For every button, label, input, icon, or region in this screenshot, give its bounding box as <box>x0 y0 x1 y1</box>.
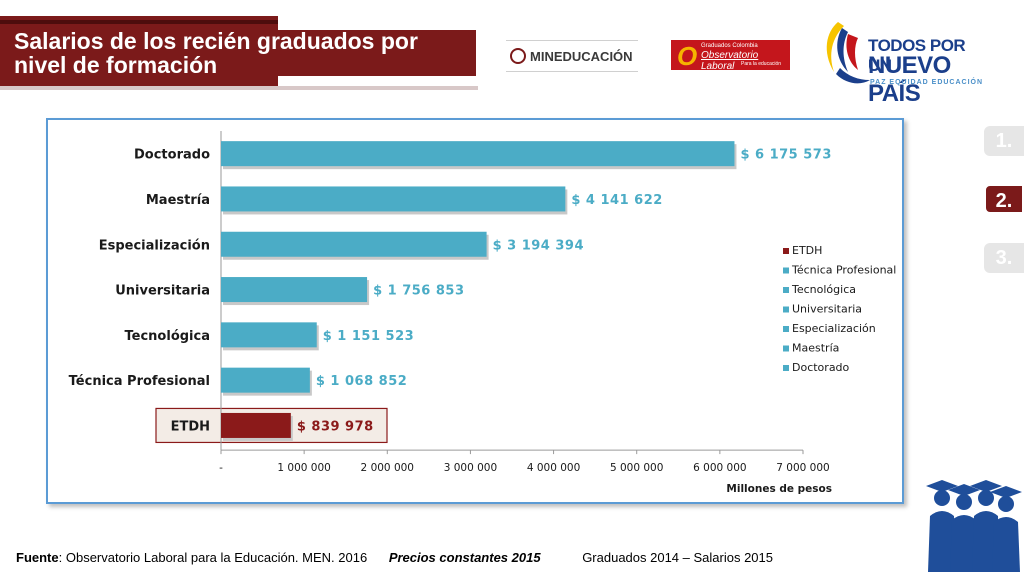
value-label: $ 1 756 853 <box>373 284 464 299</box>
value-label: $ 4 141 622 <box>571 193 662 208</box>
footer-period: Graduados 2014 – Salarios 2015 <box>582 550 773 565</box>
observatorio-o-icon: O <box>677 41 698 71</box>
legend-entry: Tecnológica <box>791 283 856 296</box>
legend-entry: Doctorado <box>792 361 850 374</box>
title-banner <box>0 16 278 88</box>
x-tick-label: - <box>219 462 223 474</box>
category-label: Técnica Profesional <box>69 374 210 389</box>
step-3-button[interactable]: 3. <box>984 243 1024 273</box>
legend-swatch <box>783 287 789 293</box>
x-tick-label: 2 000 000 <box>361 462 414 474</box>
x-tick-label: 4 000 000 <box>527 462 580 474</box>
legend-swatch <box>783 326 789 332</box>
legend-swatch <box>783 267 789 274</box>
title-banner-shadow <box>0 86 478 90</box>
observatorio-sub-text: Para la educación <box>741 61 782 67</box>
legend-swatch <box>783 345 789 352</box>
graduate-icon <box>948 484 980 572</box>
seal-icon <box>510 48 526 64</box>
category-label: Especialización <box>99 238 210 253</box>
page-title-line2: nivel de formación <box>14 52 218 78</box>
legend-entry: Universitaria <box>792 303 862 316</box>
legend-swatch <box>783 365 789 371</box>
value-label: $ 1 151 523 <box>323 329 414 344</box>
tpn-line1: TODOS POR UN <box>868 36 966 75</box>
x-tick-label: 5 000 000 <box>610 462 663 474</box>
title-banner-extension <box>278 30 476 76</box>
tpn-line2: NUEVO PAÍS <box>868 52 951 107</box>
graduate-icon <box>926 480 958 572</box>
bar-especialización <box>221 231 487 257</box>
value-label: $ 6 175 573 <box>740 148 831 163</box>
mineducacion-logo: MINEDUCACIÓN <box>506 40 638 72</box>
category-label: Tecnológica <box>125 329 210 344</box>
value-label: $ 839 978 <box>297 419 374 434</box>
x-tick-label: 6 000 000 <box>693 462 746 474</box>
x-tick-label: 7 000 000 <box>776 462 829 474</box>
graduates-illustration <box>926 480 1022 572</box>
x-axis-label: Millones de pesos <box>726 483 832 495</box>
legend-entry: Maestría <box>792 342 839 355</box>
bar-maestría <box>221 186 566 212</box>
observatorio-small-text: Graduados Colombia <box>701 43 758 49</box>
legend-entry: Técnica Profesional <box>791 264 896 277</box>
footer-source-label: Fuente <box>16 550 59 565</box>
mineducacion-logo-text: MINEDUCACIÓN <box>530 48 633 64</box>
colombia-swoosh-icon <box>826 22 870 84</box>
value-label: $ 3 194 394 <box>493 238 584 253</box>
tpn-line3: PAZ EQUIDAD EDUCACIÓN <box>870 79 984 86</box>
observatorio-main-text: Observatorio Laboral <box>701 50 759 72</box>
x-tick-label: 3 000 000 <box>444 462 497 474</box>
bar-técnica-profesional <box>221 367 310 393</box>
observatorio-logo: O Graduados Colombia Observatorio Labora… <box>671 40 790 72</box>
bar-universitaria <box>221 277 368 303</box>
bar-tecnológica <box>221 322 317 348</box>
footer: Fuente: Observatorio Laboral para la Edu… <box>16 550 773 565</box>
legend-entry: Especialización <box>792 322 876 335</box>
page-title-line1: Salarios de los recién graduados por <box>14 28 418 54</box>
category-label: Doctorado <box>134 148 210 163</box>
footer-prices: Precios constantes 2015 <box>388 550 541 565</box>
step-1-button[interactable]: 1. <box>984 126 1024 156</box>
category-label: Universitaria <box>115 284 210 299</box>
value-label: $ 1 068 852 <box>316 374 407 389</box>
legend-swatch <box>783 306 789 313</box>
step-2-button[interactable]: 2. <box>984 184 1024 214</box>
bar-doctorado <box>221 141 735 167</box>
footer-source-text: : Observatorio Laboral para la Educación… <box>58 550 368 565</box>
page-title: Salarios de los recién graduados por niv… <box>14 29 474 77</box>
x-tick-label: 1 000 000 <box>277 462 330 474</box>
bar-etdh <box>221 412 291 438</box>
category-label: ETDH <box>171 419 210 434</box>
graduate-icon <box>990 486 1022 572</box>
category-label: Maestría <box>146 193 210 208</box>
legend-swatch <box>783 248 789 254</box>
legend-entry: ETDH <box>792 244 822 257</box>
todos-por-un-nuevo-pais-logo: TODOS POR UN NUEVO PAÍS PAZ EQUIDAD EDUC… <box>818 14 988 107</box>
